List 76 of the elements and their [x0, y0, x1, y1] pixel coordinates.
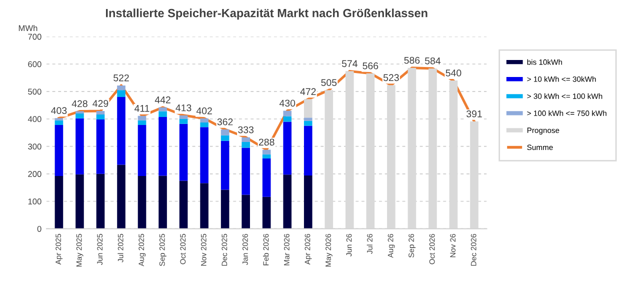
bar — [76, 174, 84, 229]
data-label: 586 — [404, 56, 420, 64]
data-label: 391 — [466, 110, 482, 118]
data-label: 288 — [258, 138, 274, 146]
data-label: 402 — [196, 107, 212, 114]
bar — [117, 96, 126, 165]
bar — [242, 194, 250, 229]
data-label: 574 — [342, 60, 358, 68]
bar — [200, 183, 208, 229]
bar — [304, 126, 312, 176]
bar — [138, 124, 146, 176]
data-label: 403 — [51, 107, 67, 114]
bar — [54, 124, 64, 176]
data-label: 584 — [424, 57, 441, 64]
bar — [283, 174, 292, 229]
bar — [304, 175, 312, 229]
bar — [283, 122, 292, 175]
y-tick-label: 400 — [28, 116, 42, 122]
data-label: 540 — [446, 70, 462, 76]
data-label: 333 — [238, 126, 254, 134]
data-label: 429 — [92, 100, 108, 107]
y-tick-label: 700 — [28, 34, 42, 40]
bar — [220, 135, 230, 141]
data-label: 430 — [279, 100, 296, 107]
data-label: 566 — [362, 62, 378, 70]
bar — [76, 113, 84, 118]
data-label: 442 — [154, 96, 170, 104]
data-label: 523 — [383, 74, 399, 82]
bar — [304, 120, 312, 126]
bar — [96, 114, 105, 120]
bar — [220, 190, 230, 229]
bar — [179, 118, 188, 124]
bar — [262, 196, 271, 229]
data-label: 413 — [176, 104, 192, 112]
data-label: 505 — [321, 79, 337, 86]
bar — [138, 176, 146, 229]
data-label: 362 — [217, 118, 233, 126]
bar — [96, 174, 105, 229]
y-tick-label: 300 — [28, 144, 42, 150]
bar — [242, 148, 250, 195]
bar — [76, 118, 84, 174]
bar — [158, 111, 167, 118]
bar — [138, 116, 146, 120]
y-axis-title: MWh — [18, 24, 38, 32]
bar — [158, 107, 167, 112]
data-label: 472 — [300, 88, 316, 95]
bar — [220, 140, 230, 190]
y-tick-label: 600 — [28, 61, 42, 68]
bar — [158, 176, 167, 229]
bar — [200, 118, 208, 123]
bar — [242, 142, 250, 148]
data-label: 428 — [72, 100, 88, 108]
bar — [200, 122, 208, 128]
y-tick-label: 500 — [28, 88, 42, 95]
bar — [117, 90, 126, 97]
bar — [117, 164, 126, 229]
bar — [117, 85, 126, 90]
bar — [262, 154, 271, 158]
bar — [200, 127, 208, 184]
bar — [304, 118, 312, 121]
bar — [54, 120, 64, 125]
bar — [96, 120, 105, 174]
bar — [158, 117, 167, 176]
bar — [54, 176, 64, 229]
bar — [179, 124, 188, 181]
bar — [283, 116, 292, 122]
bar — [138, 120, 146, 125]
bar — [262, 158, 271, 197]
y-tick-label: 100 — [28, 198, 42, 204]
bar — [262, 150, 271, 154]
data-label: 411 — [134, 105, 150, 112]
y-tick-label: 0 — [37, 226, 42, 232]
y-tick-label: 200 — [28, 171, 42, 177]
chart-title: Installierte Speicher-Kapazität Markt nach Größenklassen — [106, 8, 428, 20]
bar — [179, 180, 188, 229]
data-label: 522 — [114, 74, 129, 82]
